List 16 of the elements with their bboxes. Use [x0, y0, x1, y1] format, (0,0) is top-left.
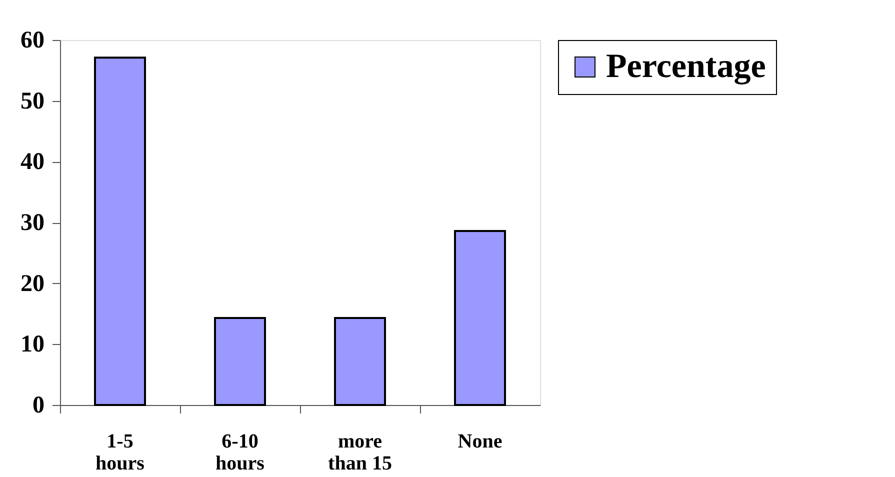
- y-tick-label: 50: [20, 88, 44, 114]
- bar: [454, 230, 506, 406]
- bar: [334, 317, 386, 406]
- y-tick-label: 40: [20, 149, 44, 176]
- legend-label: Percentage: [606, 48, 766, 85]
- bar: [214, 317, 266, 406]
- x-tick-label: 1-5 hours: [96, 430, 145, 474]
- y-tick-label: 10: [20, 332, 44, 358]
- x-tick-label: 6-10 hours: [216, 430, 265, 474]
- y-tick-label: 60: [20, 28, 44, 54]
- y-tick-label: 0: [32, 392, 44, 418]
- bar: [94, 56, 146, 406]
- y-tick-label: 30: [20, 210, 44, 236]
- y-tick-label: 20: [20, 270, 44, 297]
- x-tick-label: more than 15: [328, 430, 392, 474]
- x-tick-label: None: [458, 430, 502, 452]
